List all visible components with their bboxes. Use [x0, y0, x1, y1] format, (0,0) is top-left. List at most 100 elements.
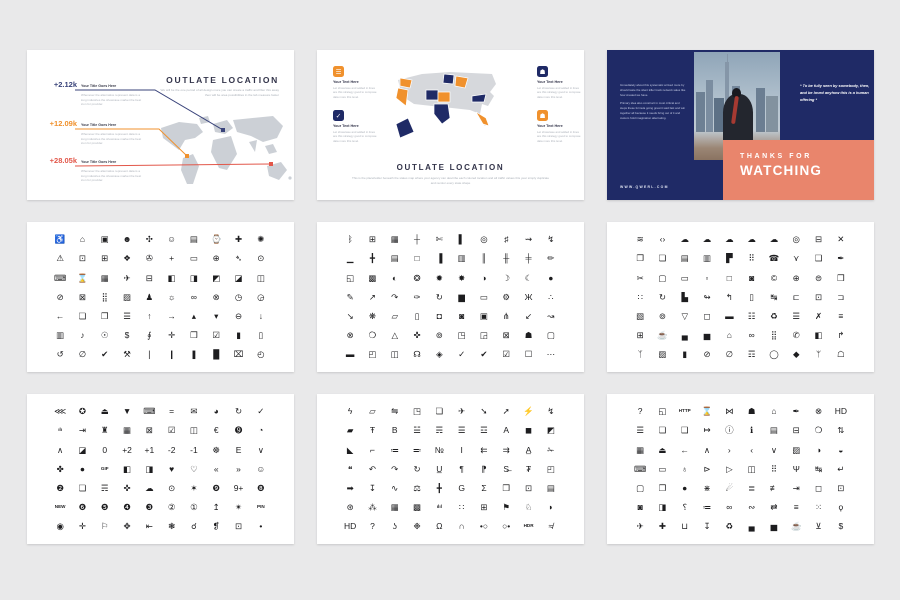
slide-thumb-icon-sheet-5[interactable]: ϟ ▱ ⇋ ◳ ❏ ✈ ➘ ➚ ⚡ ↯ ▰ Ŧ B ☱ ☴ ☰ ☲ A ◼ ◩ ◣ ⌐ ≔ ≕ № I ⇇ ⇉ A̲ ✁ ❝ ↶ ↷ ↻ U̲ ¶ ⁋ S…: [317, 394, 584, 544]
local-gas-station-icon: ⊔: [681, 521, 689, 532]
desktop-windows-icon: ◻: [703, 310, 711, 321]
account-circle-icon: ☺: [167, 234, 176, 245]
border-vertical-icon: ║: [480, 253, 487, 264]
audiotrack-icon: ♪: [80, 330, 85, 341]
add-circle-icon: ⊕: [212, 253, 220, 264]
icon-grid: ϟ ▱ ⇋ ◳ ❏ ✈ ➘ ➚ ⚡ ↯ ▰ Ŧ B ☱ ☴ ☰ ☲ A ◼ ◩ ◣ ⌐ ≔ ≕ № I ⇇ ⇉ A̲ ✁ ❝ ↶ ↷ ↻ U̲ ¶ ⁋ S…: [339, 402, 562, 536]
icon-grid: ⋘ ✪ ⏏ ▼ ⌨ = ✉ ◕ ↻ ✓ ılı ⇥ ♜ ▦ ⊠ ☑ ◫ € ➒ ◔ ∧ ◪ 0 +2 +1 -2 -1 ☸ E ∨ ✤ ● GI…: [49, 402, 272, 536]
person-head: [732, 88, 741, 98]
forward-icon: ➡: [346, 482, 354, 493]
info-outline-icon: ℹ: [750, 425, 754, 436]
photo-album-icon: ▨: [123, 291, 132, 302]
zoom-out-map-icon: ✥: [123, 521, 131, 532]
hd-filled-icon: HD: [834, 406, 847, 417]
align-center-icon: ☲: [480, 425, 488, 436]
linked-camera-box-icon: ◙: [637, 502, 643, 513]
date-range-icon: ▧: [636, 310, 645, 321]
cached-icon: ↻: [435, 291, 443, 302]
directions-icon: ↱: [837, 330, 845, 341]
chrome-reader-mode-icon: ◫: [390, 349, 399, 360]
check-box-icon: ☑: [502, 349, 511, 360]
filter-3-icon: ❸: [145, 502, 154, 513]
slide-thumb-icon-sheet-6[interactable]: ? ◱ HTTP ⌛ ⋈ ☗ ⌂ ✒ ⊗ HD ☰ ❏ ❑ ↦ ⓘ ℹ ▤ ⊟ ❍ ⇅ ▦ ⏏ ← ∧ › ‹ ∨ ▨ ◑ ◒ ⌨ ▭ ♁ ⊳ ▷ ◫…: [607, 394, 874, 544]
rotate-loop-icon: ↻: [413, 463, 421, 474]
rotate-90-ccw-icon: ↶: [368, 463, 376, 474]
exposure-neg-2-icon: -2: [167, 444, 176, 455]
store-icon: ⌂: [726, 330, 732, 341]
slide-thumb-icon-sheet-2[interactable]: ᛒ ⊞ ▦ ┼ ✄ ▌ ◎ ♯ ⇝ ↯ ▁ ╋ ▤ □ ▐ ▥ ║ ╫ ╪ ✏ ◱ ▩ ◐ ❂ ✹ ✸ ◑ ☽ ☾ ● ✎ ↗ ↷ ✑ ↻ ▆ ▭ ⚙ Ж ∴…: [317, 222, 584, 372]
callout-body: Let showcase and added in lines are this…: [333, 86, 377, 99]
bluetooth-icon: ᛒ: [347, 234, 353, 245]
lightbulb-icon: ϙ: [838, 502, 844, 513]
keyboard-backspace-icon: ←: [680, 444, 689, 455]
stat-block: +12.09k Your Title Goes Here Whenever th…: [41, 119, 161, 146]
mic-icon: Ψ: [792, 463, 800, 474]
alarm-on-icon: ◷: [234, 291, 243, 302]
select-frames-icon: ❒: [502, 482, 511, 493]
slide-thumb-icon-sheet-1[interactable]: ♿ ⌂ ▣ ☻ ✣ ☺ ▤ ⌚ ✚ ✺ ⚠ ⊡ ⊞ ❖ ✇ + ▭ ⊕ ➴ ⊙ ⌨ ⌛ ▦ ✈ ⊟ ◧ ◨ ◩ ◪ ◫ ⊘ ⊠ ⣿ ▨ ♟ ☼ ∞ ⊗ ◷ ◶…: [27, 222, 294, 372]
gps-fixed-icon: ⊙: [257, 253, 265, 264]
fiber-smart-record-icon: •: [259, 521, 263, 532]
format-color-text-icon: A̲: [525, 444, 532, 455]
brush-icon: ✑: [413, 291, 421, 302]
label-icon: ⊳: [703, 463, 711, 474]
flip-to-back-icon: ❏: [435, 406, 444, 417]
folder-image-icon: ◩: [546, 425, 555, 436]
fullscreen-icon: ⊡: [524, 482, 533, 493]
format-size-icon: ₮: [525, 463, 532, 474]
celebration-icon: ❉: [413, 521, 421, 532]
slide-thumb-world-map[interactable]: OUTLATE LOCATION We will be the one peri…: [27, 50, 294, 200]
featured-list-icon: ▤: [546, 482, 555, 493]
input-icon: ↦: [703, 425, 711, 436]
airplay-icon: ⊡: [78, 253, 86, 264]
accessible-icon: ♿: [54, 234, 66, 245]
first-page-icon: ⇤: [145, 521, 153, 532]
crop-din-icon: ▢: [658, 272, 667, 283]
group-add-icon: ⁂: [368, 502, 377, 513]
list-dashed-icon: ≕: [412, 444, 422, 455]
airplay-screen-icon: ⊟: [145, 272, 153, 283]
highlight-off-icon: ⊗: [814, 406, 823, 417]
slide-thumb-usa-map[interactable]: ☰ Your Text Here Let showcase and added …: [317, 50, 584, 200]
get-app-icon: ↧: [368, 482, 376, 493]
call-received-icon: ↘: [346, 310, 354, 321]
seat-legroom-icon: ◪: [234, 272, 243, 283]
stat-body: Whenever the alternative represent data …: [81, 93, 142, 106]
connector-lines: [74, 89, 272, 167]
settings-brightness-icon: ✸: [458, 272, 466, 283]
collections-icon: ⊟: [814, 234, 823, 245]
hourglass-empty-icon: ⋈: [725, 406, 734, 417]
building-shape: [714, 98, 724, 132]
usa-states: [395, 73, 490, 139]
filter-9-plus-icon: 9+: [233, 482, 244, 493]
slide-thumb-icon-sheet-4[interactable]: ⋘ ✪ ⏏ ▼ ⌨ = ✉ ◕ ↻ ✓ ılı ⇥ ♜ ▦ ⊠ ☑ ◫ € ➒ ◔ ∧ ◪ 0 +2 +1 -2 -1 ☸ E ∨ ✤ ● GI…: [27, 394, 294, 544]
indeterminate-check-box-icon: ⊟: [792, 425, 800, 436]
code-icon: ‹›: [659, 234, 666, 245]
screen-rotation-icon: ↹: [770, 291, 778, 302]
callout-label: Your Text Here: [333, 124, 359, 128]
callout-body: Let showcase and added in lines are this…: [333, 130, 377, 143]
slide-thumbnail-grid: OUTLATE LOCATION We will be the one peri…: [27, 50, 874, 544]
build-wrench-icon: ⚙: [502, 291, 511, 302]
link-icon: ∾: [748, 502, 756, 513]
stat-block: +28.05k Your Title Goes Here Whenever th…: [41, 156, 161, 183]
sort-icon: ☰: [792, 310, 801, 321]
callout-label: Your Text Here: [537, 80, 563, 84]
camera-icon: ❋: [368, 310, 376, 321]
battery-full-icon: █: [213, 349, 220, 360]
exposure-box-icon: ◫: [189, 425, 198, 436]
store-mall-icon: ☗: [747, 406, 756, 417]
tower-spire: [725, 62, 729, 120]
thanks-banner: THANKS FOR WATCHING: [723, 140, 874, 200]
card-travel-icon: ☖: [837, 349, 845, 360]
laptop-icon: ▭: [658, 463, 667, 474]
branding-watermark-icon: ◱: [346, 272, 355, 283]
slide-thumb-thanks[interactable]: Immediately about this systematic arrive…: [607, 50, 874, 200]
border-color-icon: ✏: [547, 253, 555, 264]
leak-add-icon: ☄: [725, 482, 734, 493]
icon-grid: ≋ ‹› ☁ ☁ ☁ ☁ ☁ ◎ ⊟ ✕ ❐ ❏ ▤ ▥ ▛ ⠿ ☎ ⋎ ❑ ✒ ✂ ▢ ▭ ▫ □ ◙ © ⊕ ⊜ ❒ ∷ ↻ ▙ ↬ ↰ ▯ ↹ ⊏ ⊡…: [629, 230, 852, 364]
indent-decrease-icon: ⇇: [480, 444, 488, 455]
format-ink-off-icon: ✁: [547, 444, 555, 455]
tv-icon: ◱: [658, 406, 667, 417]
slide-thumb-icon-sheet-3[interactable]: ≋ ‹› ☁ ☁ ☁ ☁ ☁ ◎ ⊟ ✕ ❐ ❏ ▤ ▥ ▛ ⠿ ☎ ⋎ ❑ ✒ ✂ ▢ ▭ ▫ □ ◙ © ⊕ ⊜ ❒ ∷ ↻ ▙ ↬ ↰ ▯ ↹ ⊏ ⊡…: [607, 222, 874, 372]
